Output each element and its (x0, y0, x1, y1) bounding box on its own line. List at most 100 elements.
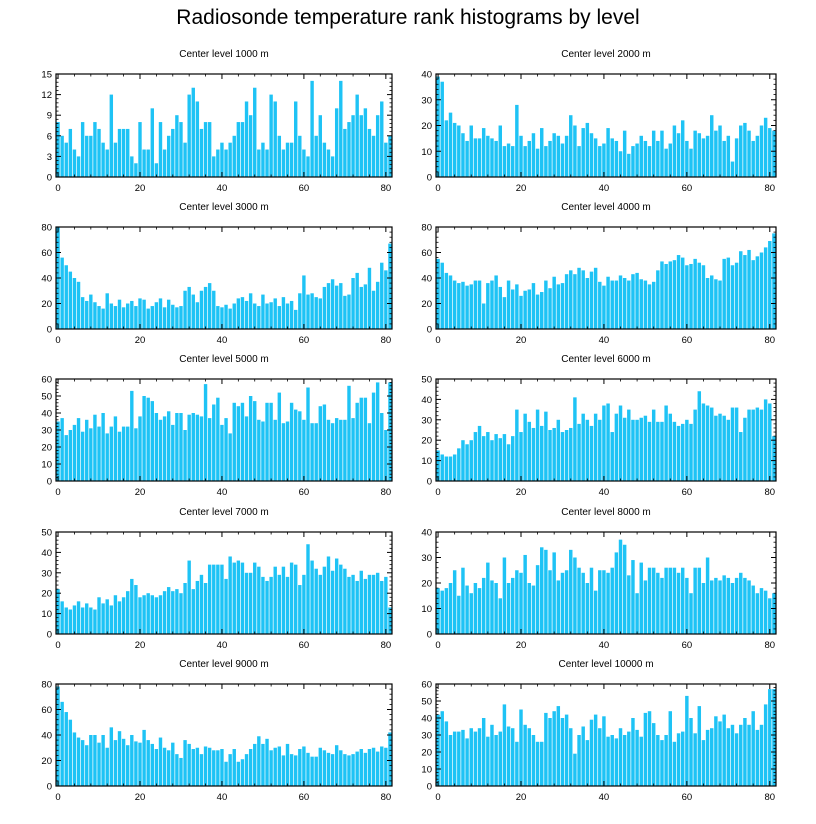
histogram-bar (384, 430, 388, 481)
histogram-bar (680, 567, 685, 634)
histogram-bar (220, 307, 224, 329)
histogram-bar (581, 413, 585, 481)
y-tick-label: 30 (41, 426, 52, 437)
histogram-bar (627, 409, 631, 481)
histogram-bar (552, 276, 556, 329)
histogram-bar (643, 280, 648, 329)
histogram-bar (564, 570, 569, 634)
histogram-bar (676, 255, 681, 329)
histogram-bar (643, 415, 648, 481)
histogram-bar (656, 735, 660, 786)
histogram-bar (552, 427, 556, 481)
histogram-bar (158, 737, 163, 786)
histogram-panel: Center level 8000 m 0 20 40 60 80 0 10 20 30 40 (421, 507, 777, 651)
histogram-bar (322, 404, 327, 481)
histogram-bar (523, 290, 527, 329)
histogram-bar (689, 148, 693, 177)
histogram-bar (693, 733, 697, 786)
histogram-bar (510, 436, 515, 481)
histogram-bar (697, 262, 702, 329)
histogram-bar (535, 565, 540, 634)
histogram-bar (515, 570, 519, 634)
histogram-bar (730, 583, 735, 634)
histogram-bar (639, 417, 643, 481)
histogram-bar (598, 728, 602, 786)
histogram-bar (109, 605, 114, 634)
histogram-bar (506, 583, 511, 634)
y-tick-label: 30 (41, 568, 52, 579)
histogram-bar (469, 593, 473, 634)
histogram-bar (631, 274, 635, 329)
histogram-bar (330, 570, 335, 634)
histogram-bar (448, 735, 453, 786)
histogram-bar (89, 607, 93, 634)
histogram-bar (556, 706, 561, 786)
histogram-bar (302, 746, 306, 786)
histogram-bar (651, 409, 656, 481)
histogram-bar (651, 130, 656, 177)
histogram-bar (76, 418, 81, 481)
y-tick-label: 40 (41, 731, 52, 742)
histogram-bar (577, 423, 581, 481)
histogram-bar (602, 285, 606, 329)
histogram-bar (261, 743, 265, 786)
histogram-bar (68, 430, 73, 481)
histogram-bar (519, 432, 523, 481)
histogram-bar (220, 564, 224, 634)
histogram-bar (710, 728, 714, 786)
histogram-bar (635, 143, 639, 177)
histogram-bar (294, 309, 298, 330)
histogram-bar (261, 576, 265, 634)
y-tick-label: 40 (421, 528, 432, 539)
histogram-bar (236, 298, 241, 329)
histogram-bar (134, 741, 138, 787)
histogram-bar (76, 281, 81, 329)
histogram-bar (523, 554, 527, 634)
y-tick-label: 30 (421, 95, 432, 106)
histogram-bar (436, 450, 440, 481)
histogram-bar (593, 413, 598, 481)
histogram-bar (481, 577, 486, 634)
y-tick-label: 15 (41, 70, 52, 81)
histogram-bar (162, 307, 167, 329)
histogram-bar (502, 434, 507, 481)
histogram-bar (257, 149, 261, 177)
histogram-bar (527, 140, 532, 177)
histogram-bar (452, 122, 457, 177)
x-tick-label: 0 (435, 792, 440, 803)
x-tick-label: 40 (217, 183, 228, 194)
histogram-bar (515, 741, 519, 786)
y-tick-label: 10 (41, 460, 52, 471)
histogram-bar (627, 575, 631, 634)
y-tick-label: 9 (47, 111, 52, 122)
histogram-bar (322, 566, 327, 634)
histogram-bar (310, 293, 314, 329)
x-tick-label: 0 (55, 640, 60, 651)
histogram-bar (573, 753, 577, 786)
histogram-bar (672, 741, 677, 786)
histogram-bar (544, 712, 548, 786)
histogram-bar (461, 281, 465, 329)
histogram-bar (564, 274, 569, 329)
histogram-bar (689, 718, 693, 786)
histogram-bar (298, 135, 302, 177)
histogram-bar (523, 146, 527, 177)
histogram-bar (481, 436, 486, 481)
histogram-bar (236, 761, 241, 786)
histogram-bar (494, 735, 498, 786)
x-tick-label: 20 (516, 487, 527, 498)
histogram-bar (265, 580, 269, 634)
y-tick-label: 50 (421, 697, 432, 708)
x-tick-label: 60 (682, 640, 693, 651)
histogram-bar (89, 135, 93, 177)
histogram-bar (126, 745, 130, 786)
histogram-bar (606, 572, 610, 634)
histogram-bar (436, 76, 440, 177)
y-tick-label: 80 (421, 223, 432, 234)
histogram-bar (672, 421, 677, 481)
histogram-bar (375, 281, 380, 329)
panel-title: Center level 5000 m (179, 354, 269, 365)
histogram-bar (452, 570, 457, 634)
x-tick-label: 0 (55, 183, 60, 194)
histogram-bar (680, 257, 685, 329)
